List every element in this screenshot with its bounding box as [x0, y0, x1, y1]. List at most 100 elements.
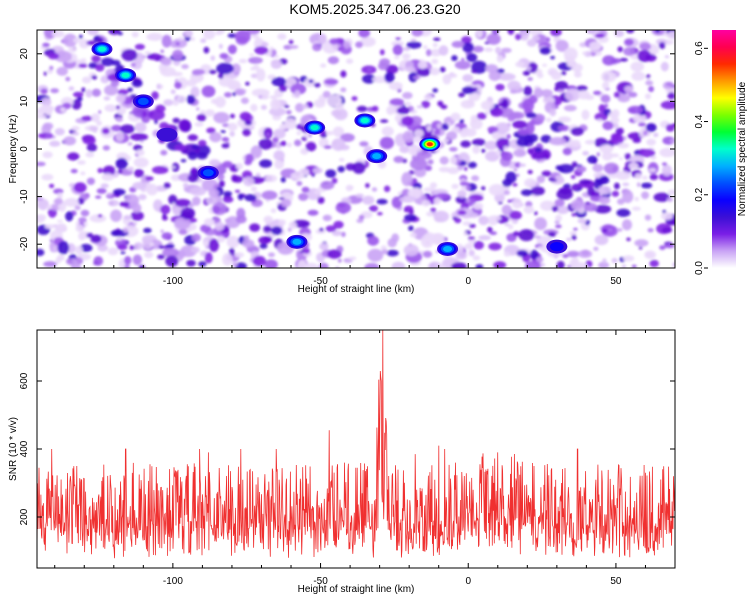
heatmap-cell [421, 100, 431, 109]
heatmap-cell [40, 88, 48, 95]
heatmap-cell [91, 113, 100, 122]
heatmap-cell [65, 76, 71, 82]
heatmap-cell [81, 87, 86, 93]
heatmap-cell [174, 199, 191, 207]
heatmap-cell [66, 258, 73, 265]
hotspot-layer [202, 169, 214, 177]
heatmap-cell [242, 239, 255, 248]
heatmap-cell [251, 34, 260, 39]
heatmap-cell [406, 41, 422, 49]
heatmap-cell [524, 178, 537, 188]
heatmap-cell [234, 30, 251, 44]
heatmap-cell [288, 45, 299, 49]
heatmap-cell [393, 156, 405, 163]
heatmap-cell [638, 246, 643, 250]
heatmap-cell [654, 30, 661, 33]
heatmap-cell [514, 162, 522, 168]
heatmap-cell [176, 95, 187, 104]
heatmap-cell [130, 62, 136, 67]
heatmap-cell [402, 47, 411, 51]
heatmap-cell [64, 197, 79, 207]
heatmap-cell [619, 57, 629, 62]
heatmap-cell [661, 162, 668, 166]
heatmap-cell [472, 145, 481, 154]
heatmap-cell [365, 183, 370, 188]
heatmap-cell [55, 257, 61, 264]
heatmap-cell [541, 170, 552, 177]
heatmap-cell [329, 38, 339, 45]
heatmap-cell [132, 221, 138, 225]
heatmap-cell [325, 225, 337, 232]
heatmap-cell [160, 204, 171, 215]
heatmap-cell [216, 236, 226, 243]
heatmap-cell [192, 69, 205, 75]
heatmap-cell [634, 239, 649, 247]
hotspot-layer [137, 97, 149, 105]
heatmap-cell [294, 90, 301, 99]
heatmap-cell [576, 165, 587, 173]
heatmap-cell [478, 215, 489, 226]
heatmap-cell [513, 149, 527, 158]
heatmap-cell [515, 173, 520, 177]
heatmap-cell [261, 190, 278, 200]
heatmap-cell [303, 262, 319, 268]
heatmap-cell [327, 94, 342, 107]
heatmap-cell [183, 182, 189, 188]
heatmap-cell [200, 224, 212, 233]
heatmap-cell [250, 103, 258, 112]
heatmap-cell [319, 242, 329, 251]
heatmap-cell [485, 64, 498, 73]
heatmap-cell [287, 227, 292, 232]
heatmap-cell [665, 81, 674, 87]
heatmap-cell [649, 259, 659, 268]
heatmap-cell [408, 71, 418, 83]
heatmap-cell [634, 173, 642, 180]
heatmap-cell [69, 183, 76, 188]
heatmap-cell [451, 183, 459, 189]
heatmap-cell [577, 218, 587, 224]
heatmap-cell [160, 49, 165, 54]
heatmap-cell [570, 127, 584, 136]
heatmap-cell [134, 168, 144, 178]
heatmap-cell [229, 131, 235, 137]
heatmap-cell [274, 159, 285, 170]
heatmap-cell [567, 59, 575, 67]
heatmap-cell [157, 254, 165, 260]
heatmap-cell [667, 92, 675, 100]
heatmap-cell [345, 184, 353, 192]
heatmap-cell [648, 168, 657, 173]
heatmap-cell [172, 49, 184, 61]
heatmap-cell [340, 70, 347, 78]
heatmap-hotspot [197, 165, 219, 180]
heatmap-cell [506, 133, 511, 140]
heatmap-cell [356, 105, 368, 112]
heatmap-cell [37, 198, 49, 211]
heatmap-cell [433, 129, 441, 136]
heatmap-cell [218, 72, 224, 79]
heatmap-hotspot [91, 42, 113, 57]
hotspot-layer [156, 127, 178, 142]
heatmap-cell [457, 190, 467, 198]
heatmap-cell [438, 45, 449, 56]
heatmap-cell [384, 72, 395, 83]
heatmap-cell [484, 47, 494, 52]
heatmap-cell [190, 37, 195, 41]
heatmap-cell [495, 149, 502, 156]
heatmap-cell [234, 88, 246, 96]
heatmap-hotspot [115, 68, 137, 83]
heatmap-cell [381, 126, 394, 137]
heatmap-cell [66, 243, 76, 254]
heatmap-cell [116, 237, 123, 241]
heatmap-cell [666, 197, 673, 203]
heatmap-cell [531, 35, 541, 42]
heatmap-cell [37, 161, 46, 167]
heatmap-cell [245, 81, 250, 86]
heatmap-cell [259, 243, 268, 249]
heatmap-cell [380, 119, 389, 123]
heatmap-cell [68, 86, 75, 91]
heatmap-cell [593, 90, 602, 96]
heatmap-cell [386, 106, 395, 115]
heatmap-cell [582, 51, 587, 55]
heatmap-cell [273, 55, 280, 58]
heatmap-cell [340, 87, 347, 93]
